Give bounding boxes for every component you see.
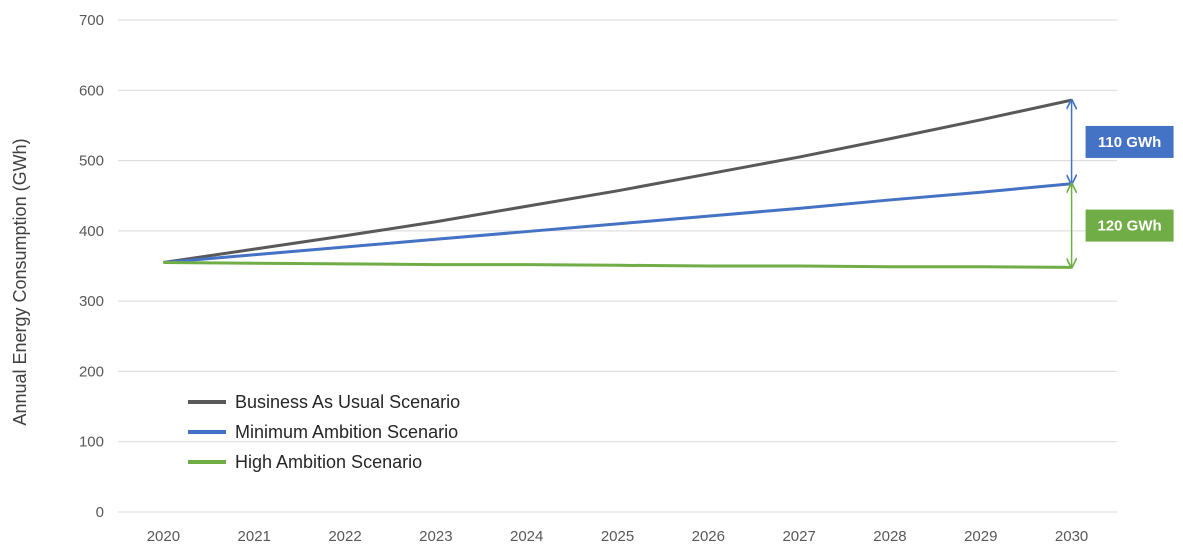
y-tick-label: 500 bbox=[79, 153, 104, 170]
annotation-label: 120 GWh bbox=[1097, 218, 1161, 235]
x-tick-label: 2021 bbox=[238, 528, 271, 545]
x-tick-label: 2027 bbox=[782, 528, 815, 545]
legend-label: High Ambition Scenario bbox=[235, 452, 422, 472]
series-lines bbox=[163, 98, 1072, 269]
legend-label: Business As Usual Scenario bbox=[235, 392, 460, 412]
y-axis-title: Annual Energy Consumption (GWh) bbox=[10, 138, 30, 425]
x-tick-label: 2024 bbox=[510, 528, 543, 545]
x-tick-label: 2029 bbox=[964, 528, 997, 545]
series-line-business-as-usual-scenario bbox=[163, 98, 1072, 264]
y-tick-label: 300 bbox=[79, 293, 104, 310]
y-tick-label: 0 bbox=[96, 504, 104, 521]
x-tick-label: 2026 bbox=[692, 528, 725, 545]
x-axis-ticks: 2020 2021 2022 2023 2024 2025 2026 2027 2028 2029… bbox=[147, 528, 1089, 545]
x-tick-label: 2030 bbox=[1055, 528, 1088, 545]
y-tick-label: 200 bbox=[79, 363, 104, 380]
legend: Business As Usual Scenario Minimum Ambiti… bbox=[188, 392, 460, 472]
x-tick-label: 2020 bbox=[147, 528, 180, 545]
gridlines bbox=[118, 19, 1117, 513]
annotation-badge bbox=[1085, 125, 1174, 158]
y-tick-label: 700 bbox=[79, 12, 104, 29]
y-axis-ticks: 0 100 200 300 400 500 600 700 bbox=[79, 12, 104, 521]
annotation-label: 110 GWh bbox=[1098, 134, 1161, 151]
y-tick-label: 100 bbox=[79, 434, 104, 451]
x-tick-label: 2023 bbox=[419, 528, 452, 545]
series-line-minimum-ambition-scenario bbox=[163, 182, 1072, 264]
x-tick-label: 2028 bbox=[873, 528, 906, 545]
x-tick-label: 2022 bbox=[328, 528, 361, 545]
y-tick-label: 600 bbox=[79, 82, 104, 99]
series-line-high-ambition-scenario bbox=[163, 260, 1072, 269]
annotation-badge bbox=[1085, 209, 1174, 242]
legend-label: Minimum Ambition Scenario bbox=[235, 422, 458, 442]
x-tick-label: 2025 bbox=[601, 528, 634, 545]
difference-annotations: 110 GWh 120 GWh bbox=[1072, 100, 1174, 267]
y-tick-label: 400 bbox=[79, 223, 104, 240]
